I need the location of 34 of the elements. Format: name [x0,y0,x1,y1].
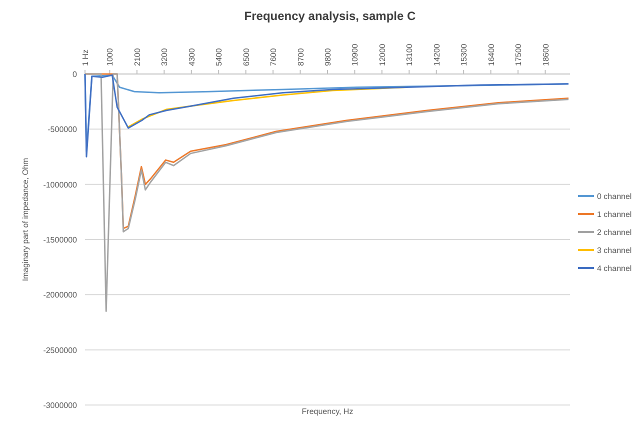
y-tick-label: -1000000 [43,180,78,190]
y-tick-label: -2500000 [43,346,78,355]
x-tick-label: 16400 [486,43,496,66]
y-axis-title: Imaginary part of impedance, Ohm [21,158,30,282]
legend-label: 4 channel [597,264,632,273]
x-axis-title: Frequency, Hz [302,407,354,416]
x-tick-label: 17500 [514,43,524,66]
x-tick-label: 3200 [160,48,170,66]
x-tick-label: 2100 [132,48,142,66]
x-tick-label: 4300 [187,48,196,66]
legend-label: 3 channel [597,246,632,255]
x-tick-label: 13100 [405,43,414,66]
x-tick-label: 15300 [460,43,469,66]
x-tick-label: 6500 [242,48,251,66]
x-tick-label: 1 Hz [81,50,90,66]
x-tick-label: 8700 [296,48,306,66]
x-tick-label: 9800 [323,48,332,66]
x-tick-label: 5400 [214,48,224,66]
legend-label: 1 channel [597,210,632,219]
line-series [84,73,570,312]
y-tick-label: -3000000 [43,401,78,410]
x-tick-label: 7600 [269,48,278,66]
x-tick-label: 1000 [106,48,115,66]
y-tick-label: 0 [72,70,78,79]
legend-label: 0 channel [597,192,632,201]
legend-label: 2 channel [597,228,632,237]
y-tick-label: -2000000 [43,290,78,300]
chart-title: Frequency analysis, sample C [244,9,416,23]
y-tick-label: -500000 [48,125,78,134]
x-tick-label: 14200 [432,43,442,66]
x-tick-label: 12000 [378,43,387,66]
y-tick-label: -1500000 [43,236,78,244]
x-tick-label: 18600 [541,43,550,66]
x-tick-label: 10900 [350,43,360,66]
